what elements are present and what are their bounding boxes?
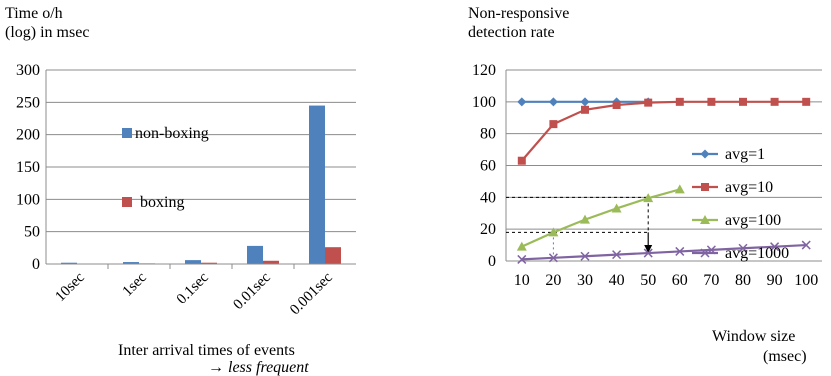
x-tick-label: 10 [514,272,530,289]
x-tick-label: 100 [794,272,818,289]
legend-label-avg=10: avg=10 [725,179,773,196]
legend-marker-avg=1 [700,149,710,159]
legend-swatch-boxing [122,197,132,207]
x-tick-label: 80 [735,272,751,289]
x-tick-label: 1sec [120,269,150,299]
point-avg=10-30 [581,105,589,114]
legend-marker-avg=1000 [700,248,710,258]
legend-label-avg=1: avg=1 [725,146,765,163]
line-chart-ylabel-line1: Non-responsive [468,5,569,22]
bar-chart-legend: non-boxing boxing [122,125,209,211]
series-line-avg=100 [521,188,681,248]
point-avg=1000-80 [738,243,748,253]
point-avg=1000-100 [801,240,811,250]
x-tick-label: 70 [703,272,719,289]
y-tick-label: 40 [480,189,496,206]
point-avg=10-40 [612,101,621,110]
point-avg=10-20 [549,120,558,129]
annotation-arrow-head [644,245,653,254]
point-avg=100-50 [643,193,654,203]
y-tick-label: 50 [24,224,40,241]
point-avg=10-10 [517,156,526,165]
y-tick-label: 250 [16,94,40,111]
bar-non-boxing-0.01sec [247,245,263,264]
line-chart: Non-responsive detection rate 0 20 40 60 80 1… [468,5,822,365]
bar-non-boxing-10sec [61,262,77,264]
line-chart-xlabel-line2: (msec) [763,348,807,365]
point-avg=10-50 [644,98,653,107]
legend-label-boxing: boxing [140,194,184,211]
x-tick-label: 20 [545,272,561,289]
point-avg=100-40 [611,203,622,213]
y-tick-label: 20 [480,221,496,238]
legend-label-avg=1000: avg=1000 [725,245,789,262]
x-tick-label: 0.001sec [287,269,336,318]
series-line-avg=1000 [521,243,807,261]
legend-label-avg=100: avg=100 [725,212,781,229]
point-avg=100-30 [580,214,590,224]
point-avg=10-100 [802,97,811,106]
point-avg=1000-40 [612,250,622,260]
x-tick-label: 50 [640,272,656,289]
bar-boxing-0.001sec [325,247,341,264]
y-tick-label: 60 [480,158,496,175]
point-avg=1000-20 [548,253,558,263]
point-avg=10-80 [739,97,747,106]
point-avg=1000-90 [770,242,780,252]
point-avg=1000-30 [580,251,590,261]
point-avg=1000-50 [643,248,653,258]
legend-marker-avg=100 [700,215,710,224]
point-avg=10-70 [707,97,716,106]
y-tick-label: 120 [472,62,496,79]
bar-non-boxing-1sec [123,262,139,264]
point-avg=1-30 [580,97,590,107]
bar-boxing-0.01sec [263,260,279,264]
bar-non-boxing-0.001sec [309,105,325,264]
x-tick-label: 0.01sec [230,269,274,313]
legend-label-non-boxing: non-boxing [135,125,209,142]
point-avg=1000-10 [517,254,527,264]
y-tick-label: 150 [16,159,40,176]
x-tick-label: 60 [672,272,688,289]
point-avg=10-60 [675,97,684,106]
bar-boxing-0.1sec [201,262,217,264]
bar-chart-xlabel-note: → less frequent [208,359,309,376]
y-tick-label: 100 [472,94,496,111]
x-tick-label: 10sec [52,269,88,305]
series-line-avg=10 [520,100,807,162]
point-avg=10-90 [770,97,779,106]
point-avg=1-10 [517,97,527,107]
y-tick-label: 200 [16,127,40,144]
bar-non-boxing-0.1sec [185,260,201,264]
x-tick-label: 90 [767,272,783,289]
y-tick-label: 80 [480,126,496,143]
x-tick-label: 40 [609,272,625,289]
legend-marker-avg=10 [701,183,709,191]
line-chart-ylabel-line2: detection rate [468,24,555,41]
y-tick-label: 0 [488,253,496,270]
y-tick-label: 0 [32,256,40,273]
bar-chart: Time o/h (log) in msec 0 50 100 150 200 250 30… [5,5,356,376]
point-avg=100-10 [516,241,527,251]
x-tick-label: 0.1sec [174,269,212,307]
bar-chart-xlabel: Inter arrival times of events [118,342,295,359]
point-avg=1000-60 [675,246,685,256]
legend-swatch-non-boxing [122,128,132,138]
x-tick-label: 30 [577,272,593,289]
y-tick-label: 100 [16,191,40,208]
point-avg=100-60 [674,184,685,194]
line-chart-xlabel-line1: Window size [712,328,795,345]
bar-chart-ylabel-line2: (log) in msec [5,24,89,41]
bar-chart-ylabel-line1: Time o/h [5,5,63,22]
y-tick-label: 300 [16,62,40,79]
point-avg=100-20 [548,227,559,237]
point-avg=1-20 [548,97,558,107]
